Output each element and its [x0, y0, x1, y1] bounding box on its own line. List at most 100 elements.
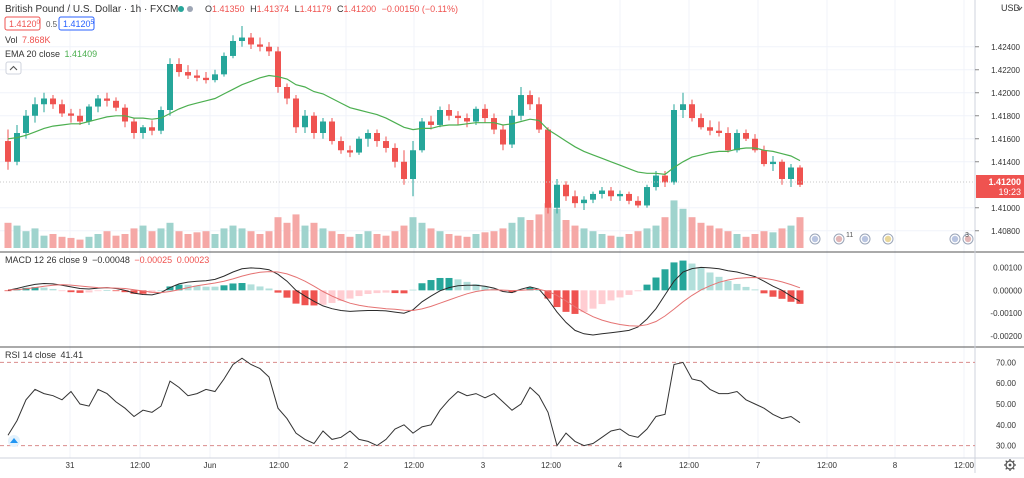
candle-body [284, 87, 290, 99]
volume-bar [319, 228, 327, 248]
price-tick-label: 1.42400 [991, 43, 1020, 52]
volume-bar [166, 222, 174, 248]
svg-text:RSI 14 close 41.41: RSI 14 close 41.41 [5, 350, 83, 360]
flag-icon-us-2[interactable] [949, 233, 961, 245]
macd-histogram-bar [238, 283, 246, 291]
flag-icon-us[interactable] [833, 233, 845, 245]
macd-histogram-bar [4, 290, 12, 292]
time-axis[interactable]: 31 12:00 Jun 12:00 2 12:00 3 12:00 4 12:00 7 12:00 8… [66, 461, 975, 470]
candle-body [374, 133, 380, 142]
volume-bar [589, 231, 597, 248]
currency-selector[interactable]: USD [1001, 3, 1023, 13]
macd-histogram-bar [796, 290, 804, 304]
collapse-legend-button[interactable] [5, 61, 22, 75]
flag-icon-gb[interactable] [809, 233, 821, 245]
macd-histogram-bar [544, 290, 552, 299]
candle-body [734, 133, 740, 151]
rsi-label[interactable]: RSI 14 close [5, 350, 56, 360]
symbol-title[interactable]: British Pound / U.S. Dollar · 1h · FXCM [5, 4, 178, 15]
volume-bar [760, 231, 768, 248]
candle-body [365, 133, 371, 139]
price-candles[interactable] [5, 26, 803, 214]
macd-axis[interactable]: 0.00100 0.00000 -0.00100 -0.00200 [990, 263, 1022, 341]
macd-histogram-bar [58, 290, 66, 292]
time-tick-label: Jun [204, 461, 217, 470]
volume-bar [67, 237, 75, 248]
macd-histogram-bar [256, 286, 264, 291]
candle-body [266, 46, 272, 52]
volume-bar [310, 222, 318, 248]
rsi-axis[interactable]: 70.00 60.00 50.00 40.00 30.00 [996, 358, 1017, 450]
spread-value: 0.5 [46, 20, 58, 29]
candle-body [338, 141, 344, 151]
buy-button[interactable]: 1.41205 [58, 16, 95, 31]
ohlc-low-label: L [295, 4, 300, 14]
vol-label[interactable]: Vol [5, 35, 18, 45]
rsi-tick-label: 70.00 [996, 358, 1017, 367]
macd-histogram-bar [598, 290, 606, 305]
tradingview-logo[interactable] [8, 435, 20, 447]
macd-tick-label: 0.00100 [993, 263, 1022, 272]
price-tick-label: 1.41600 [991, 135, 1020, 144]
time-tick-label: 2 [344, 461, 349, 470]
volume-bar [184, 234, 192, 248]
candle-body [95, 98, 101, 107]
macd-histogram-bar [652, 277, 660, 291]
currency-label: USD [1001, 3, 1021, 13]
event-icons[interactable]: 11 3 [809, 232, 974, 245]
flag-icon-eu[interactable] [882, 233, 894, 245]
volume-bar [220, 228, 228, 248]
volume-bar [418, 222, 426, 248]
macd-histogram-bar [778, 290, 786, 299]
flag-icon-gb-3[interactable] [962, 233, 974, 245]
sell-button[interactable]: 1.41200 [4, 16, 41, 31]
candle-body [221, 55, 227, 75]
macd-tick-label: -0.00100 [990, 309, 1022, 318]
candle-body [725, 133, 731, 151]
macd-histogram-bar [373, 290, 381, 294]
macd-histogram-bar [463, 281, 471, 291]
data-status-icon[interactable] [187, 6, 193, 12]
volume-bar [121, 234, 129, 248]
candle-body [302, 115, 308, 128]
macd-histogram-bar [607, 290, 615, 301]
volume-bar [265, 231, 273, 248]
candle-body [356, 138, 362, 153]
candle-body [149, 127, 155, 131]
ema-label[interactable]: EMA 20 close [5, 49, 60, 59]
macd-histogram-bar [337, 290, 345, 301]
time-tick-label: 12:00 [541, 461, 562, 470]
volume-bar [733, 234, 741, 248]
candle-body [563, 184, 569, 197]
candle-body [644, 187, 650, 206]
volume-bar [436, 231, 444, 248]
candle-body [194, 75, 200, 78]
macd-histogram-bar [76, 290, 84, 293]
candle-body [599, 190, 605, 194]
candle-body [482, 108, 488, 119]
market-status-icon[interactable] [178, 6, 184, 12]
volume-bar [148, 231, 156, 248]
candle-body [707, 127, 713, 131]
candle-body [239, 37, 245, 41]
volume-bar [256, 234, 264, 248]
macd-histogram-bar [445, 277, 453, 291]
macd-histogram-bar [355, 290, 363, 297]
candle-body [572, 196, 578, 204]
volume-bar [652, 225, 660, 248]
chevron-up-icon [9, 65, 18, 71]
price-axis[interactable]: 1.42400 1.42200 1.42000 1.41800 1.41600 1.414… [975, 43, 1021, 236]
settings-button[interactable] [1004, 459, 1016, 471]
volume-bar [634, 231, 642, 248]
macd-label[interactable]: MACD 12 26 close 9 [5, 255, 88, 265]
candle-body [32, 104, 38, 116]
volume-bar [328, 231, 336, 248]
volume-bar [247, 231, 255, 248]
candle-body [158, 110, 164, 131]
candle-body [401, 161, 407, 179]
volume-bar [58, 236, 66, 248]
candle-body [329, 121, 335, 142]
flag-icon-gb-2[interactable] [859, 233, 871, 245]
macd-histogram-bar [436, 277, 444, 291]
